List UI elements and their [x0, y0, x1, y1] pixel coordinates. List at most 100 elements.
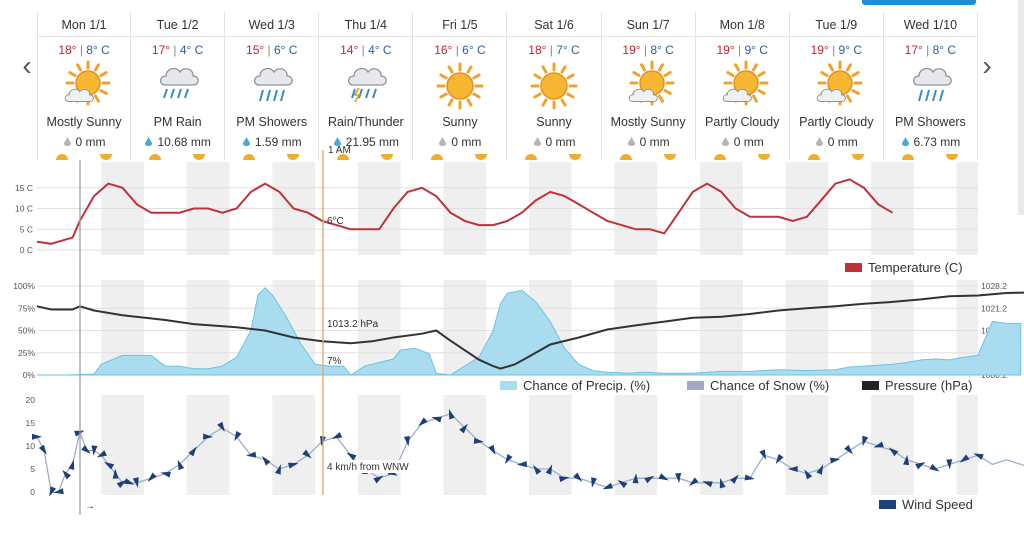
temperature-tick: 0 C	[20, 245, 33, 255]
raindrop-icon	[439, 137, 447, 146]
day-forecast[interactable]: Thu 1/4 14° | 4° C Rain/Thunder 21.95 mm	[319, 12, 414, 160]
day-name: Wed 1/10	[883, 18, 977, 37]
raindrop-icon	[901, 137, 909, 146]
wind-direction-arrow	[744, 474, 755, 481]
wind-direction-arrow	[217, 421, 225, 432]
condition-label: PM Showers	[894, 115, 966, 129]
wind-legend: Wind Speed	[902, 497, 973, 512]
right-edge-strip	[1018, 0, 1024, 215]
wind-direction-arrow	[658, 473, 669, 481]
high-temp: 19°	[622, 43, 641, 57]
temperature-range: 19° | 9° C	[810, 43, 863, 57]
low-temp: 6° C	[273, 43, 298, 57]
wind-direction-arrow	[719, 477, 726, 489]
wind-direction-arrow	[261, 455, 271, 466]
wind-direction-arrow	[373, 475, 384, 484]
day-forecast[interactable]: Fri 1/5 16° | 6° C Sunny 0 mm	[413, 12, 508, 160]
precip-value: 0 mm	[639, 135, 670, 149]
wind-direction-arrow	[177, 459, 185, 471]
condition-label: PM Rain	[153, 115, 202, 129]
day-name: Sat 1/6	[507, 18, 601, 37]
wind-direction-arrow	[617, 479, 628, 489]
precip-amount: 0 mm	[696, 135, 789, 149]
snow-legend: Chance of Snow (%)	[710, 378, 829, 393]
sunrise-sunset-icon	[807, 154, 864, 160]
wind-tick: 20	[26, 395, 36, 405]
wind-direction-arrow	[123, 478, 135, 485]
wind-direction-arrow	[459, 423, 468, 434]
prev-days-button[interactable]: ‹	[22, 50, 32, 81]
wind-direction-arrow	[888, 447, 899, 457]
precip-amount: 0 mm	[413, 135, 506, 149]
cursor-temp: 6°C	[327, 216, 344, 227]
precip-tick: 75%	[18, 303, 35, 313]
day-forecast[interactable]: Mon 1/8 19° | 9° C Partly Cloudy 0 mm	[695, 12, 790, 160]
sun-cloud-icon	[38, 59, 132, 113]
sunrise-sunset-icon	[337, 154, 394, 160]
day-name: Tue 1/2	[131, 18, 225, 37]
day-forecast[interactable]: Mon 1/1 18° | 8° C Mostly Sunny 0 mm	[37, 12, 132, 160]
low-temp: 9° C	[744, 43, 768, 57]
wind-direction-arrow	[96, 450, 108, 458]
raindrop-icon	[145, 137, 153, 146]
wind-direction-arrow	[431, 416, 442, 423]
condition-label: Mostly Sunny	[46, 115, 122, 129]
precip-value: 0 mm	[827, 135, 858, 149]
day-forecast[interactable]: Sat 1/6 18° | 7° C Sunny 0 mm	[507, 12, 602, 160]
sunrise-sunset-icon	[431, 154, 488, 160]
day-name: Thu 1/4	[319, 18, 413, 37]
high-temp: 17°	[151, 43, 171, 57]
wind-direction-arrow	[558, 476, 570, 483]
sunrise-sunset-icon	[243, 154, 300, 160]
low-temp: 4° C	[179, 43, 204, 57]
sun-cloud-icon	[602, 59, 696, 113]
wind-direction-arrow	[418, 417, 428, 427]
day-forecast[interactable]: Tue 1/2 17° | 4° C PM Rain 10.68 mm	[131, 12, 226, 160]
precip-value: 1.59 mm	[254, 135, 302, 149]
wind-direction-arrow	[275, 464, 281, 475]
day-forecast[interactable]: Wed 1/3 15° | 6° C PM Showers 1.59 mm	[225, 12, 320, 160]
top-action-button[interactable]	[862, 0, 976, 5]
temperature-range: 19° | 8° C	[622, 43, 674, 57]
thunder-rain-icon	[319, 59, 413, 113]
wind-direction-arrow	[103, 461, 115, 470]
raindrop-icon	[533, 137, 541, 146]
wind-direction-arrow	[816, 464, 824, 475]
precip-tick: 100%	[13, 281, 35, 291]
wind-direction-arrow	[775, 453, 784, 464]
precip-tick: 25%	[18, 348, 35, 358]
raindrop-icon	[721, 137, 729, 146]
wind-direction-arrow	[62, 469, 72, 480]
wind-direction-arrow	[804, 469, 813, 480]
day-forecast[interactable]: Sun 1/7 19° | 8° C Mostly Sunny 0 mm	[601, 12, 696, 160]
pressure-legend-swatch	[862, 381, 879, 390]
precip-value: 21.95 mm	[345, 135, 399, 149]
temperature-range: 17° | 4° C	[151, 43, 204, 57]
wind-direction-arrow	[188, 446, 197, 457]
wind-direction-arrow	[147, 472, 157, 482]
wind-direction-arrow	[632, 473, 639, 484]
temperature-range: 15° | 6° C	[246, 43, 298, 57]
sun-cloud-icon	[696, 59, 790, 113]
low-temp: 8° C	[932, 43, 957, 57]
raindrop-icon	[333, 137, 341, 146]
precip-legend: Chance of Precip. (%)	[523, 378, 650, 393]
day-forecast[interactable]: Wed 1/10 17° | 8° C PM Showers 6.73 mm	[883, 12, 978, 160]
wind-direction-arrow	[53, 488, 64, 495]
day-forecast[interactable]: Tue 1/9 19° | 9° C Partly Cloudy 0 mm	[789, 12, 884, 160]
wind-direction-arrow	[320, 435, 326, 447]
wind-direction-arrow	[644, 475, 655, 484]
pressure-line	[36, 291, 1024, 370]
raindrop-icon	[627, 137, 635, 146]
wind-direction-arrow	[74, 430, 85, 437]
cursor-pressure: 1013.2 hPa	[327, 319, 379, 330]
wind-direction-arrow	[516, 461, 527, 468]
wind-line	[36, 413, 1024, 493]
low-temp: 6° C	[462, 43, 486, 57]
sunrise-sunset-icon	[149, 154, 206, 160]
sunrise-sunset-icon	[901, 154, 958, 160]
showers-icon	[225, 59, 319, 113]
next-days-button[interactable]: ›	[982, 50, 992, 81]
wind-direction-arrow	[573, 472, 583, 482]
sun-cloud-icon	[790, 59, 884, 113]
